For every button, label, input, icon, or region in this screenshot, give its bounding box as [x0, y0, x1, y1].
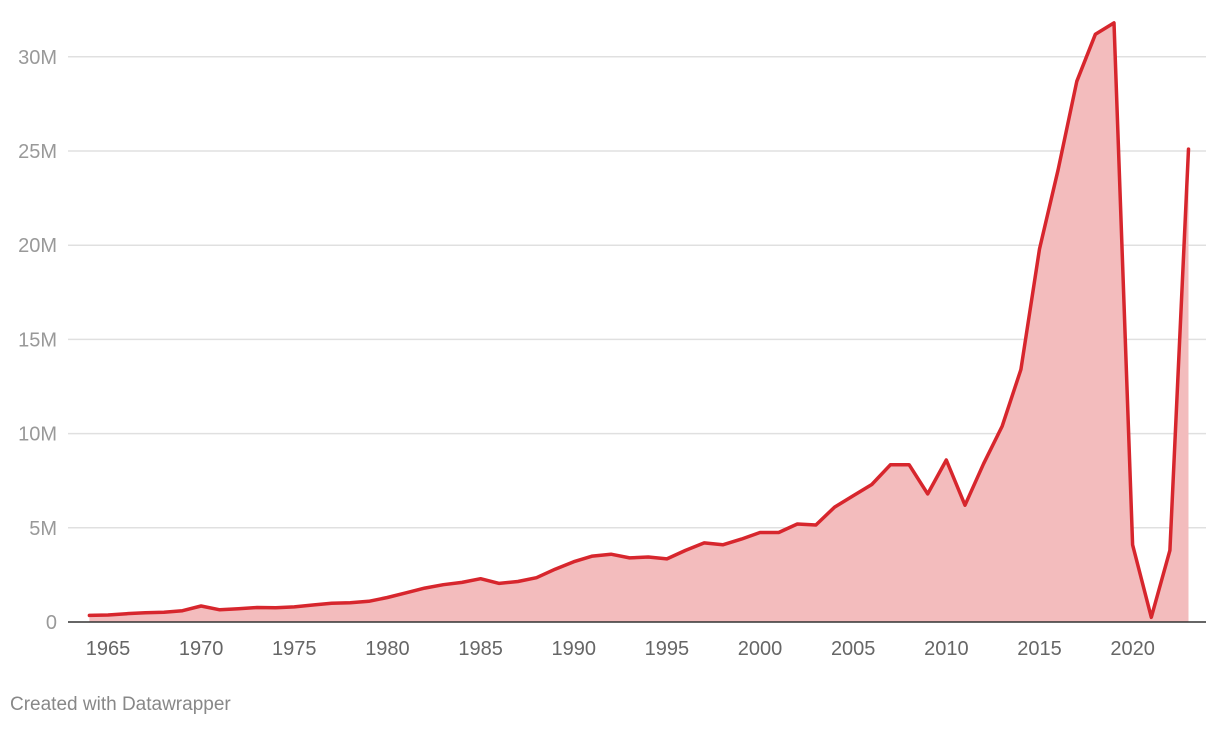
- area-layer: [87, 21, 1191, 622]
- x-tick-label: 2015: [1017, 638, 1062, 660]
- x-tick-label: 2005: [831, 638, 876, 660]
- y-tick-label: 10M: [18, 424, 57, 446]
- y-tick-label: 15M: [18, 329, 57, 351]
- x-tick-label: 2020: [1110, 638, 1155, 660]
- y-axis-ticks: 0 5M 10M 15M 20M 25M 30M: [18, 47, 57, 634]
- x-tick-label: 2000: [738, 638, 783, 660]
- y-tick-label: 5M: [29, 518, 57, 540]
- x-tick-label: 1975: [272, 638, 317, 660]
- x-axis: 1965 1970 1975 1980 1985 1990 1995 2000 2005 2010…: [68, 621, 1206, 660]
- x-tick-label: 1985: [458, 638, 503, 660]
- y-tick-label: 25M: [18, 141, 57, 163]
- x-tick-label: 1980: [365, 638, 410, 660]
- credit-footer: Created with Datawrapper: [10, 694, 231, 715]
- x-tick-label: 2010: [924, 638, 969, 660]
- y-tick-label: 30M: [18, 47, 57, 69]
- x-tick-label: 1990: [552, 638, 597, 660]
- series-line: [87, 21, 1191, 620]
- x-tick-label: 1965: [86, 638, 131, 660]
- series-area: [89, 22, 1189, 622]
- y-tick-label: 20M: [18, 235, 57, 257]
- y-tick-label: 0: [46, 612, 57, 634]
- x-tick-label: 1995: [645, 638, 690, 660]
- x-tick-label: 1970: [179, 638, 224, 660]
